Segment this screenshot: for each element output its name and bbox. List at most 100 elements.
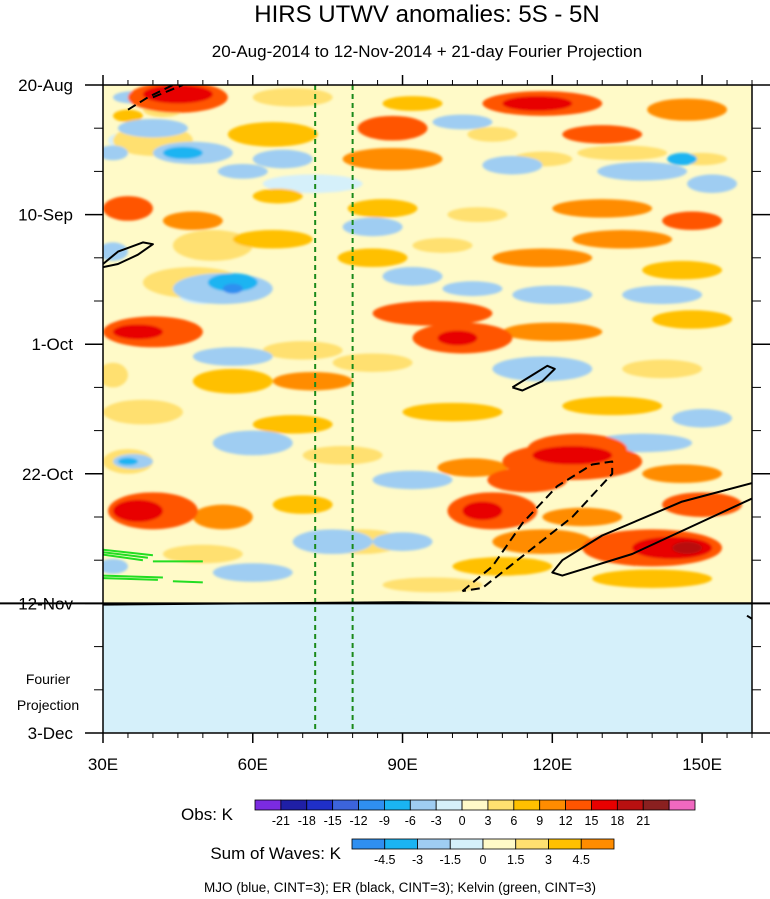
anomaly-region <box>447 207 508 223</box>
colorbar-swatch <box>580 838 615 850</box>
anomaly-region <box>512 285 593 305</box>
anomaly-region <box>667 152 698 166</box>
anomaly-region <box>103 399 183 425</box>
anomaly-region <box>162 211 223 231</box>
anomaly-region <box>342 217 403 237</box>
colorbar-tick-label: 6 <box>510 814 517 828</box>
colorbar-tick-label: 3 <box>545 853 552 867</box>
colorbar-swatch <box>668 799 696 811</box>
colorbar-tick-label: -3 <box>431 814 442 828</box>
anomaly-region <box>502 651 603 667</box>
anomaly-region <box>192 504 253 530</box>
er-contour <box>152 85 184 99</box>
anomaly-region <box>372 532 433 551</box>
anomaly-region <box>452 557 553 576</box>
colorbar-swatch <box>435 799 463 811</box>
axes: 30E 60E 90E 120E 150E 20-Aug 10-Sep 1-Oct 22-Oct… <box>0 75 770 774</box>
x-tick-label: 60E <box>238 755 268 774</box>
colorbar-tick-label: -9 <box>379 814 390 828</box>
kelvin-contour <box>103 577 158 581</box>
anomaly-region <box>597 162 688 181</box>
anomaly-region <box>302 446 383 465</box>
colorbar-swatch <box>515 838 549 850</box>
anomaly-region <box>662 492 743 517</box>
anomaly-region <box>337 248 408 268</box>
projection-label-line1: Fourier <box>26 671 71 687</box>
anomaly-region <box>192 347 273 366</box>
anomaly-region <box>372 301 493 326</box>
anomaly-region <box>642 464 723 484</box>
obs-colorbar-label: Obs: K <box>181 805 234 824</box>
colorbar-tick-label: -21 <box>272 814 290 828</box>
y-tick-label: 10-Sep <box>18 206 73 225</box>
colorbar-tick-label: 9 <box>536 814 543 828</box>
waves-colorbar: -4.5 -3 -1.5 0 1.5 3 4.5 <box>351 838 615 867</box>
anomaly-region <box>502 96 573 111</box>
anomaly-region <box>437 458 508 477</box>
x-tick-label: 120E <box>532 755 572 774</box>
anomaly-region <box>652 310 733 329</box>
colorbar-swatch <box>461 799 489 811</box>
colorbar-swatch <box>591 799 618 811</box>
y-tick-label: 22-Oct <box>22 465 73 484</box>
plot-area <box>103 85 752 733</box>
colorbar-swatch <box>616 799 644 811</box>
colorbar-tick-label: -1.5 <box>439 853 461 867</box>
er-contour <box>511 364 556 392</box>
anomaly-region <box>187 683 268 696</box>
colorbar-swatch <box>384 838 418 850</box>
colorbar-swatch <box>482 838 517 850</box>
colorbar-swatch <box>539 799 566 811</box>
colorbar-tick-label: 12 <box>559 814 573 828</box>
y-tick-label: 1-Oct <box>31 335 73 354</box>
anomaly-region <box>622 285 703 305</box>
colorbar-tick-label: 4.5 <box>573 853 590 867</box>
colorbar-swatch <box>642 799 670 811</box>
kelvin-contour <box>172 580 203 584</box>
anomaly-region <box>642 260 723 280</box>
anomaly-region <box>467 126 518 142</box>
anomaly-region <box>662 211 723 231</box>
anomaly-region <box>103 558 128 574</box>
chart-title: HIRS UTWV anomalies: 5S - 5N <box>254 1 599 28</box>
anomaly-region <box>217 163 268 179</box>
colorbar-swatch <box>449 838 484 850</box>
anomaly-region <box>332 353 413 372</box>
anomaly-region <box>672 541 703 555</box>
projection-label-line2: Projection <box>17 697 79 713</box>
kelvin-contour <box>103 553 144 562</box>
anomaly-region <box>212 430 293 456</box>
anomaly-region <box>162 544 243 564</box>
colorbar-swatch <box>409 799 437 811</box>
anomaly-region <box>103 242 128 261</box>
anomaly-region <box>562 125 643 144</box>
anomaly-region <box>112 324 163 340</box>
anomaly-region <box>612 714 693 727</box>
colorbar-swatch <box>351 838 386 850</box>
anomaly-region <box>482 155 543 175</box>
colorbar-swatch <box>417 838 451 850</box>
er-contour <box>127 85 174 111</box>
y-tick-label: 3-Dec <box>28 724 74 743</box>
anomaly-region <box>347 199 418 218</box>
x-tick-label: 90E <box>387 755 417 774</box>
anomaly-region <box>272 495 333 514</box>
colorbar-tick-label: 3 <box>484 814 491 828</box>
contour-legend-footer: MJO (blue, CINT=3); ER (black, CINT=3); … <box>204 880 596 895</box>
anomaly-region <box>142 85 213 104</box>
anomaly-region <box>442 281 503 297</box>
colorbar-tick-label: 15 <box>585 814 599 828</box>
anomaly-region <box>402 402 503 422</box>
anomaly-region <box>292 529 373 555</box>
colorbar-swatch <box>487 799 515 811</box>
colorbar-tick-label: 21 <box>636 814 650 828</box>
anomaly-region <box>252 620 353 636</box>
anomaly-region <box>592 569 713 588</box>
anomaly-region <box>352 700 453 716</box>
anomaly-region <box>262 341 343 360</box>
anomaly-region <box>342 147 443 171</box>
anomaly-region <box>687 174 738 193</box>
colorbar-swatch <box>254 799 282 811</box>
x-tick-label: 150E <box>682 755 722 774</box>
anomaly-region <box>487 467 568 493</box>
